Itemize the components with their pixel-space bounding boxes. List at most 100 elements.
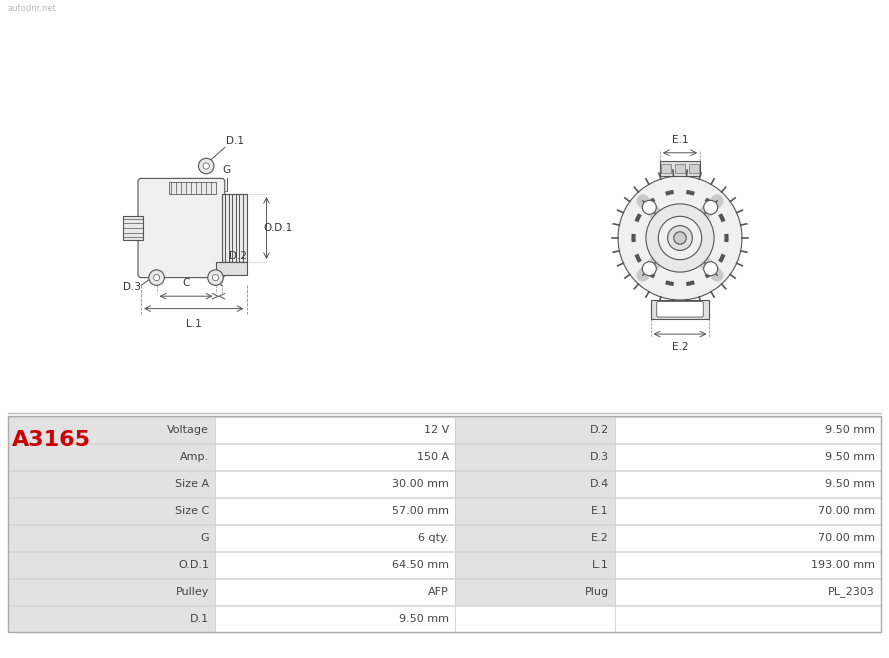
Text: C: C (182, 278, 189, 288)
Circle shape (704, 200, 717, 215)
Bar (455, 417, 615, 443)
Bar (123, 216, 142, 240)
Text: 30.00 mm: 30.00 mm (392, 479, 449, 489)
Bar (215, 606, 455, 632)
Text: 6 qty.: 6 qty. (419, 533, 449, 543)
FancyBboxPatch shape (657, 301, 703, 317)
Text: 64.50 mm: 64.50 mm (392, 560, 449, 570)
Text: D.2: D.2 (229, 251, 247, 261)
Circle shape (643, 262, 656, 276)
Text: A3165: A3165 (12, 430, 91, 450)
Circle shape (704, 262, 717, 276)
Bar (8, 579, 215, 605)
Text: E.2: E.2 (591, 533, 609, 543)
Bar (215, 262, 246, 274)
Bar (615, 471, 881, 497)
Text: E.1: E.1 (672, 135, 688, 145)
Circle shape (668, 226, 693, 251)
Text: L.1: L.1 (592, 560, 609, 570)
Bar (215, 579, 455, 605)
Bar (8, 471, 215, 497)
Bar (215, 552, 455, 578)
Circle shape (674, 232, 686, 244)
Text: 9.50 mm: 9.50 mm (825, 479, 875, 489)
Bar (215, 525, 455, 551)
Text: 70.00 mm: 70.00 mm (818, 506, 875, 516)
Bar (651, 300, 709, 318)
Bar (169, 182, 215, 194)
Bar (455, 498, 615, 524)
Text: D.1: D.1 (190, 614, 209, 624)
Text: E.1: E.1 (591, 506, 609, 516)
Text: autodnr.net: autodnr.net (8, 4, 57, 13)
Text: 9.50 mm: 9.50 mm (825, 425, 875, 435)
Bar (455, 606, 615, 632)
Text: 150 A: 150 A (417, 452, 449, 462)
Text: 57.00 mm: 57.00 mm (392, 506, 449, 516)
Text: Amp.: Amp. (180, 452, 209, 462)
Text: G: G (200, 533, 209, 543)
Text: E.2: E.2 (672, 342, 688, 352)
Bar (8, 417, 215, 443)
Text: O.D.1: O.D.1 (178, 560, 209, 570)
Bar (215, 417, 455, 443)
Bar (615, 444, 881, 470)
Text: Size A: Size A (175, 479, 209, 489)
Circle shape (658, 216, 701, 260)
Text: 70.00 mm: 70.00 mm (818, 533, 875, 543)
Bar (455, 471, 615, 497)
Bar (615, 606, 881, 632)
Circle shape (208, 270, 223, 286)
Text: L.1: L.1 (186, 318, 202, 328)
Bar (8, 416, 881, 632)
Text: 9.50 mm: 9.50 mm (825, 452, 875, 462)
FancyBboxPatch shape (138, 178, 225, 278)
Text: Voltage: Voltage (167, 425, 209, 435)
Circle shape (618, 176, 742, 300)
Text: Pulley: Pulley (176, 587, 209, 597)
Text: D.4: D.4 (589, 479, 609, 489)
Text: AFP: AFP (428, 587, 449, 597)
Bar (615, 552, 881, 578)
Bar (455, 552, 615, 578)
Bar (455, 579, 615, 605)
Bar (8, 552, 215, 578)
Bar (615, 525, 881, 551)
Text: D.2: D.2 (589, 425, 609, 435)
Bar (615, 417, 881, 443)
Bar (8, 606, 215, 632)
Circle shape (148, 270, 164, 286)
Bar (215, 498, 455, 524)
Bar (689, 164, 699, 173)
Bar (215, 444, 455, 470)
Circle shape (154, 274, 160, 281)
Circle shape (203, 163, 209, 169)
Text: 12 V: 12 V (424, 425, 449, 435)
Bar (661, 164, 670, 173)
Text: 193.00 mm: 193.00 mm (811, 560, 875, 570)
Text: D.3: D.3 (123, 282, 140, 292)
Bar (455, 444, 615, 470)
Bar (615, 579, 881, 605)
Text: A: A (215, 278, 222, 288)
Circle shape (643, 200, 656, 215)
Text: Size C: Size C (175, 506, 209, 516)
Circle shape (646, 204, 714, 272)
Bar (8, 525, 215, 551)
Bar (455, 525, 615, 551)
Text: O.D.1: O.D.1 (264, 223, 293, 233)
Bar (215, 471, 455, 497)
Text: D.1: D.1 (227, 136, 244, 146)
Text: PL_2303: PL_2303 (829, 586, 875, 597)
Bar (221, 194, 246, 262)
Text: D.3: D.3 (590, 452, 609, 462)
Text: Plug: Plug (585, 587, 609, 597)
Bar (615, 498, 881, 524)
Text: G: G (222, 165, 230, 175)
Bar (8, 444, 215, 470)
Bar (660, 161, 701, 176)
Circle shape (198, 159, 214, 174)
Bar (8, 498, 215, 524)
Text: 9.50 mm: 9.50 mm (399, 614, 449, 624)
Circle shape (212, 274, 219, 281)
